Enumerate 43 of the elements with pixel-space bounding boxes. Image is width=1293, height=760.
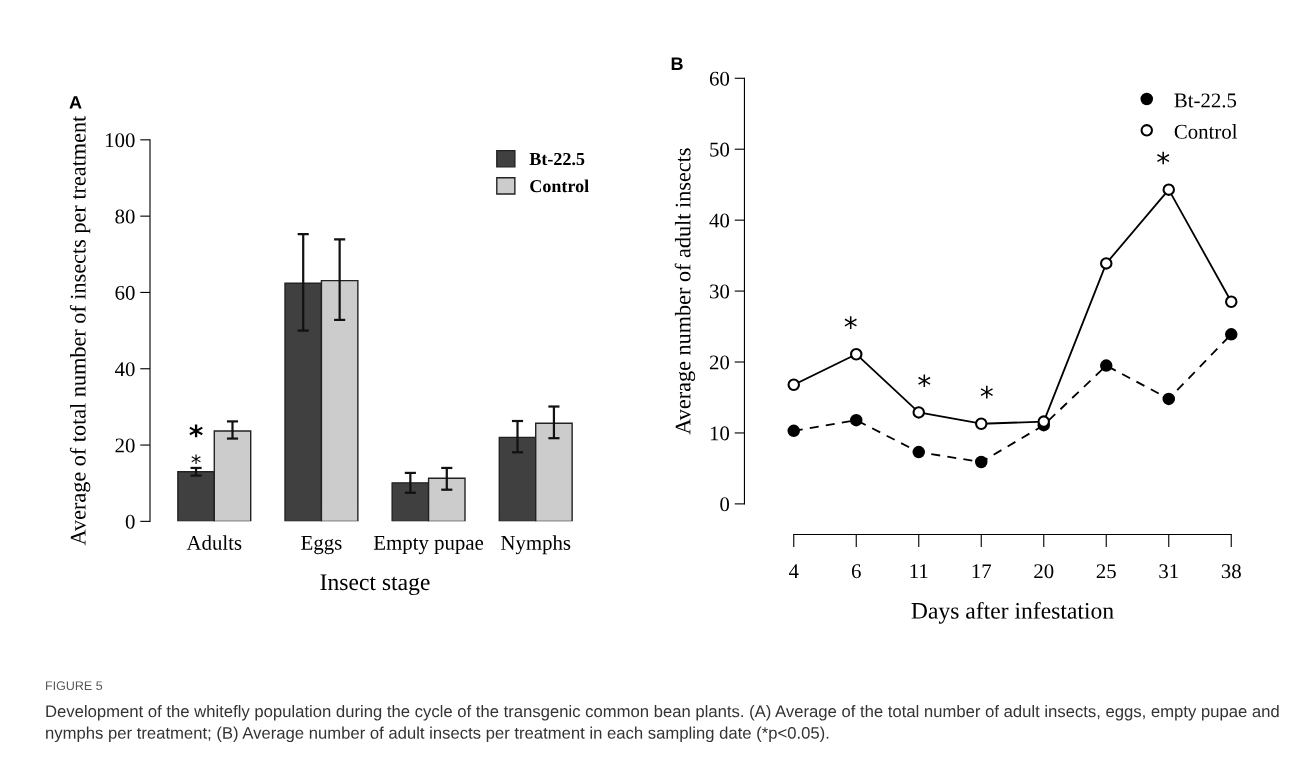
y-tick-label: 10	[710, 426, 730, 441]
y-tick-label: 80	[115, 209, 135, 224]
y-tick-label: 0	[720, 497, 730, 512]
annotation: *	[844, 316, 857, 329]
legend-label: Bt-22.5	[1174, 93, 1237, 108]
x-tick-label: Eggs	[301, 536, 342, 555]
legend-label: Control	[1174, 124, 1238, 139]
chart-title: A	[69, 96, 82, 109]
legend-label: Bt-22.5	[529, 152, 585, 166]
chart-title: B	[671, 57, 683, 70]
x-tick-label: 17	[972, 564, 992, 579]
text: Development of the whitefly population during the cycle of the transgenic common bean plants. (A) Average of the total number of adult insects, eggs, empty pupae and nymphs per treatment; (B) Average number of adult insects per treatment in each sampling date (*p<0.05).	[46, 705, 1279, 743]
y-tick-label: 40	[114, 362, 135, 377]
x-tick-label: 4	[788, 564, 799, 579]
annotation: *	[918, 374, 931, 388]
x-axis-title: Insect stage	[320, 574, 430, 596]
x-tick-label: Adults	[186, 535, 242, 550]
y-tick-label: 40	[709, 213, 730, 228]
x-tick-label: 25	[1096, 564, 1116, 579]
y-tick-label: 100	[106, 133, 135, 148]
y-tick-label: 0	[125, 514, 135, 529]
y-tick-label: 60	[115, 285, 135, 300]
y-axis-title: Average of total number of insects per treatment	[69, 115, 91, 546]
x-tick-label: 11	[910, 564, 928, 579]
caption: FIGURE 5	[46, 681, 103, 691]
y-axis-title: Average number of adult insects	[674, 148, 696, 435]
y-tick-label: 20	[709, 355, 730, 370]
x-tick-label: 6	[851, 564, 861, 579]
x-tick-label: 38	[1221, 564, 1241, 579]
x-axis-title: Days after infestation	[911, 601, 1114, 624]
y-tick-label: 30	[710, 284, 730, 299]
annotation: *	[1157, 151, 1170, 165]
x-tick-label: 31	[1159, 564, 1178, 579]
annotation: *	[189, 424, 203, 438]
x-tick-label: Empty pupae	[373, 536, 484, 555]
x-tick-label: 20	[1034, 564, 1054, 579]
x-tick-label: Nymphs	[501, 535, 571, 555]
y-tick-label: 20	[115, 438, 135, 453]
y-tick-label: 50	[710, 142, 730, 157]
annotation: *	[980, 385, 993, 399]
legend-label: Control	[530, 179, 589, 193]
annotation: *	[191, 454, 201, 464]
y-tick-label: 60	[709, 71, 730, 86]
